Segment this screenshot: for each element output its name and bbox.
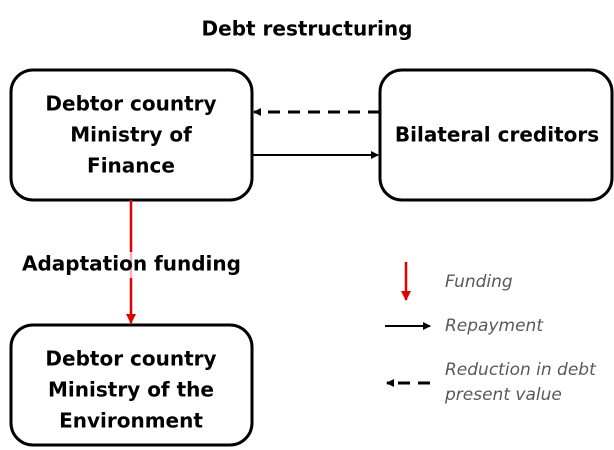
legend-label: Funding [445, 272, 513, 292]
node-label: Debtor country [45, 92, 216, 116]
legend-label: Reduction in debt [445, 360, 597, 380]
node-box [9, 323, 254, 447]
node-label: Bilateral creditors [395, 123, 599, 147]
node-label: Environment [59, 409, 203, 433]
legend-label: Repayment [445, 316, 544, 336]
label-backdrop [122, 252, 140, 278]
node-box [378, 68, 614, 202]
title: Debt restructuring [202, 17, 413, 41]
node-label: Ministry of [70, 123, 192, 147]
edge-label: Adaptation funding [22, 252, 241, 276]
node-label: Ministry of the [48, 378, 214, 402]
node-label: Debtor country [45, 347, 216, 371]
legend-label: present value [444, 385, 562, 405]
node-label: Finance [87, 154, 175, 178]
